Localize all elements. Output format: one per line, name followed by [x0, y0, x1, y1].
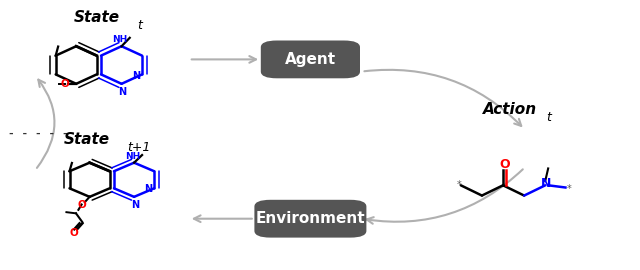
Text: *: * — [567, 184, 572, 194]
Text: O: O — [77, 200, 86, 210]
Text: - - - - -: - - - - - — [8, 129, 68, 139]
FancyBboxPatch shape — [254, 200, 366, 238]
Text: N: N — [132, 71, 140, 81]
Text: State: State — [74, 10, 120, 25]
Text: NH: NH — [125, 152, 140, 161]
Text: N: N — [118, 87, 127, 97]
Text: O: O — [69, 228, 78, 238]
Text: t: t — [547, 111, 552, 124]
Text: Environment: Environment — [255, 211, 365, 226]
Text: O: O — [60, 79, 69, 89]
Text: N: N — [131, 200, 139, 210]
FancyBboxPatch shape — [261, 40, 360, 78]
Text: *: * — [456, 180, 461, 190]
Text: Agent: Agent — [285, 52, 336, 67]
Text: Action: Action — [483, 102, 538, 117]
Text: t: t — [137, 19, 142, 32]
Text: t+1: t+1 — [127, 141, 151, 154]
Text: N: N — [541, 177, 552, 190]
Text: NH: NH — [112, 35, 127, 44]
Text: N: N — [145, 184, 152, 194]
Text: State: State — [64, 131, 110, 147]
Text: O: O — [499, 158, 510, 171]
